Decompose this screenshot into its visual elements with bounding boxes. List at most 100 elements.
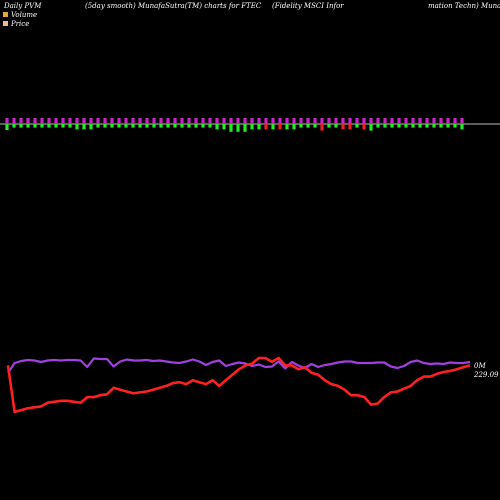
pvm-bar-down (257, 124, 261, 130)
pvm-bar-up (439, 118, 443, 124)
pvm-bar-up (271, 118, 275, 124)
pvm-bar-down (418, 124, 422, 128)
volume-end-label: 0M (474, 362, 486, 370)
pvm-bar-down (40, 124, 44, 128)
pvm-bar-down (362, 124, 366, 130)
legend-volume-label: Volume (11, 11, 38, 19)
pvm-bar-down (460, 124, 464, 130)
pvm-bar-down (12, 124, 16, 128)
pvm-bar-up (89, 118, 93, 124)
pvm-bar-down (187, 124, 191, 128)
pvm-bar-down (180, 124, 184, 128)
pvm-bar-up (285, 118, 289, 124)
pvm-bar-down (145, 124, 149, 128)
pvm-bar-up (82, 118, 86, 124)
pvm-bar-up (5, 118, 9, 124)
pvm-bar-down (369, 124, 373, 131)
pvm-bar-down (89, 124, 93, 130)
pvm-bar-up (257, 118, 261, 124)
pvm-bar-up (54, 118, 58, 124)
pvm-bar-up (19, 118, 23, 124)
pvm-bar-up (33, 118, 37, 124)
pvm-bar-up (222, 118, 226, 124)
pvm-bar-down (117, 124, 121, 128)
pvm-bar-down (68, 124, 72, 128)
pvm-bar-down (54, 124, 58, 128)
pvm-bar-down (215, 124, 219, 130)
pvm-bar-down (82, 124, 86, 130)
pvm-bar-up (348, 118, 352, 124)
pvm-bar-down (425, 124, 429, 128)
pvm-bar-down (61, 124, 65, 128)
pvm-bar-up (124, 118, 128, 124)
header-fund-name: (Fidelity MSCI Infor (272, 2, 344, 10)
pvm-bar-up (110, 118, 114, 124)
pvm-bar-up (411, 118, 415, 124)
pvm-bar-up (61, 118, 65, 124)
legend-price: Price (3, 20, 29, 28)
pvm-bar-up (40, 118, 44, 124)
pvm-bar-down (75, 124, 79, 130)
pvm-bar-down (446, 124, 450, 128)
pvm-bar-down (383, 124, 387, 128)
pvm-bar-up (327, 118, 331, 124)
pvm-bar-down (320, 124, 324, 131)
pvm-bar-down (306, 124, 310, 128)
pvm-bar-up (131, 118, 135, 124)
pvm-bar-down (411, 124, 415, 128)
pvm-bar-down (5, 124, 9, 130)
pvm-bar-down (299, 124, 303, 128)
pvm-bar-up (103, 118, 107, 124)
pvm-bar-down (229, 124, 233, 132)
legend-price-label: Price (11, 20, 30, 28)
pvm-bar-up (334, 118, 338, 124)
pvm-bar-up (75, 118, 79, 124)
pvm-bar-up (306, 118, 310, 124)
pvm-bar-up (397, 118, 401, 124)
pvm-bar-up (47, 118, 51, 124)
pvm-bar-up (208, 118, 212, 124)
pvm-bar-down (432, 124, 436, 128)
pvm-bar-down (110, 124, 114, 128)
pvm-bar-up (243, 118, 247, 124)
pvm-bar-up (117, 118, 121, 124)
pvm-bar-down (96, 124, 100, 128)
pvm-bar-up (194, 118, 198, 124)
pvm-bar-up (376, 118, 380, 124)
pvm-bar-up (250, 118, 254, 124)
pvm-bar-down (152, 124, 156, 128)
pvm-bar-up (292, 118, 296, 124)
pvm-bar-up (418, 118, 422, 124)
pvm-bar-down (166, 124, 170, 128)
pvm-bar-up (138, 118, 142, 124)
pvm-bar-up (159, 118, 163, 124)
pvm-bar-up (152, 118, 156, 124)
pvm-bar-down (19, 124, 23, 128)
pvm-bar-up (369, 118, 373, 124)
pvm-bar-up (236, 118, 240, 124)
pvm-bar-down (327, 124, 331, 128)
pvm-bar-down (348, 124, 352, 130)
pvm-bar-down (26, 124, 30, 128)
pvm-bar-down (208, 124, 212, 128)
pvm-bar-up (215, 118, 219, 124)
pvm-bar-up (432, 118, 436, 124)
pvm-bar-up (460, 118, 464, 124)
pvm-bar-up (180, 118, 184, 124)
pvm-bar-up (446, 118, 450, 124)
pvm-bar-up (453, 118, 457, 124)
price-end-label: 229.09 (474, 371, 499, 379)
pvm-bar-down (313, 124, 317, 128)
pvm-bar-up (264, 118, 268, 124)
pvm-bar-down (159, 124, 163, 128)
pvm-bar-up (187, 118, 191, 124)
pvm-bar-down (131, 124, 135, 128)
pvm-bar-up (145, 118, 149, 124)
header-left: Daily PVM (4, 2, 42, 10)
pvm-bar-down (103, 124, 107, 128)
pvm-bar-up (68, 118, 72, 124)
pvm-bar-up (341, 118, 345, 124)
pvm-bar-down (376, 124, 380, 128)
